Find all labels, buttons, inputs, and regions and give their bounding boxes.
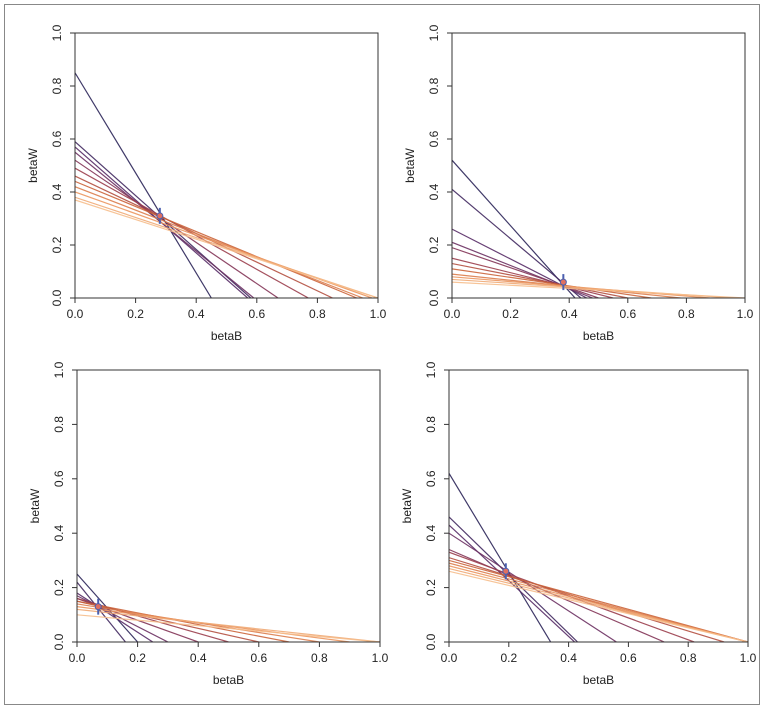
plot-frame <box>74 32 379 299</box>
tomography-lines <box>449 473 748 642</box>
tomography-lines <box>75 72 378 298</box>
tomography-line <box>449 548 665 642</box>
y-tick-label: 0.4 <box>427 183 441 200</box>
x-axis-label: betaB <box>213 673 244 687</box>
x-axis-label: betaB <box>583 329 614 343</box>
y-axis-label: betaW <box>26 147 40 182</box>
y-tick-label: 0.2 <box>50 236 64 253</box>
tomography-line <box>452 241 593 298</box>
intersection-point <box>156 212 164 220</box>
panel-bottom-left: 0.0 0.2 0.4 0.6 0.8 1.0 0.0 0.2 0.4 0.6 0.8 1.0 beta… <box>28 361 389 687</box>
x-tick-label: 0.0 <box>67 307 84 321</box>
x-tick-label: 0.6 <box>248 307 265 321</box>
y-tick-label: 0.8 <box>50 77 64 94</box>
y-axis-label: betaW <box>400 488 414 523</box>
tomography-line <box>452 268 652 298</box>
y-tick-label: 0.6 <box>424 470 438 487</box>
plot-frame <box>451 32 746 299</box>
plot-frame <box>448 369 749 643</box>
tomography-lines <box>77 573 380 642</box>
x-tick-label: 1.0 <box>372 651 389 665</box>
tomography-lines <box>452 159 745 298</box>
x-tick-label: 0.8 <box>680 651 697 665</box>
tomography-line <box>449 570 748 642</box>
x-tick-label: 0.0 <box>69 651 86 665</box>
panel-top-left: 0.0 0.2 0.4 0.6 0.8 1.0 0.0 0.2 0.4 0.6 0.8 1.0 beta… <box>26 24 387 343</box>
y-tick-label: 0.8 <box>424 416 438 433</box>
tomography-line <box>75 72 212 298</box>
y-axis-label: betaW <box>28 488 42 523</box>
x-tick-label: 0.2 <box>127 307 144 321</box>
tomography-line <box>77 608 380 642</box>
y-tick-label: 0.8 <box>427 77 441 94</box>
tomography-line <box>452 188 582 298</box>
y-tick-label: 0.6 <box>50 130 64 147</box>
y-tick-label: 0.4 <box>50 183 64 200</box>
intersection-point <box>94 603 102 611</box>
y-tick-label: 1.0 <box>424 361 438 378</box>
y-tick-label: 0.0 <box>52 633 66 650</box>
x-tick-label: 0.6 <box>250 651 267 665</box>
y-tick-label: 0.2 <box>52 579 66 596</box>
x-tick-label: 1.0 <box>737 307 754 321</box>
tomography-line <box>77 600 259 642</box>
tomography-line <box>75 199 378 298</box>
tomography-line <box>452 262 628 298</box>
x-tick-label: 0.4 <box>561 307 578 321</box>
figure-frame <box>4 4 760 705</box>
x-tick-label: 0.6 <box>620 651 637 665</box>
tomography-line <box>449 516 578 642</box>
tomography-line <box>75 186 364 298</box>
y-axis-label: betaW <box>403 147 417 182</box>
panel-top-right: 0.0 0.2 0.4 0.6 0.8 1.0 0.0 0.2 0.4 0.6 0.8 1.0 beta… <box>403 24 754 343</box>
y-tick-label: 0.2 <box>424 579 438 596</box>
tomography-line <box>452 247 599 298</box>
y-tick-label: 0.0 <box>424 633 438 650</box>
y-tick-label: 0.6 <box>427 130 441 147</box>
x-axis-label: betaB <box>583 673 614 687</box>
tomography-line <box>77 600 290 642</box>
y-tick-label: 1.0 <box>52 361 66 378</box>
x-tick-label: 0.2 <box>502 307 519 321</box>
y-tick-label: 0.8 <box>52 416 66 433</box>
x-tick-label: 0.2 <box>129 651 146 665</box>
plot-frame <box>76 369 381 643</box>
tomography-line <box>452 281 745 298</box>
y-tick-label: 0.2 <box>427 236 441 253</box>
y-tick-label: 0.0 <box>50 289 64 306</box>
y-tick-label: 1.0 <box>50 24 64 41</box>
x-tick-label: 0.8 <box>311 651 328 665</box>
x-tick-label: 0.2 <box>500 651 517 665</box>
tomography-line <box>75 151 255 298</box>
intersection-point <box>502 567 510 575</box>
x-axis-label: betaB <box>211 329 242 343</box>
tomography-line <box>75 180 358 298</box>
x-tick-label: 0.0 <box>444 307 461 321</box>
y-tick-label: 0.0 <box>427 289 441 306</box>
tomography-line <box>452 257 614 298</box>
tomography-line <box>77 614 380 642</box>
x-tick-label: 0.8 <box>678 307 695 321</box>
tomography-line <box>449 473 552 642</box>
y-tick-label: 0.4 <box>424 525 438 542</box>
panel-bottom-right: 0.0 0.2 0.4 0.6 0.8 1.0 0.0 0.2 0.4 0.6 0.8 1.0 beta… <box>400 361 757 687</box>
intersection-point <box>559 278 567 286</box>
tomography-line <box>75 159 279 298</box>
x-tick-label: 0.6 <box>619 307 636 321</box>
x-tick-label: 0.4 <box>190 651 207 665</box>
tomography-line <box>77 592 154 642</box>
y-tick-label: 1.0 <box>427 24 441 41</box>
x-tick-label: 0.4 <box>560 651 577 665</box>
x-tick-label: 0.8 <box>309 307 326 321</box>
x-tick-label: 1.0 <box>370 307 387 321</box>
x-tick-label: 1.0 <box>740 651 757 665</box>
y-tick-label: 0.4 <box>52 525 66 542</box>
x-tick-label: 0.4 <box>188 307 205 321</box>
x-tick-label: 0.0 <box>441 651 458 665</box>
y-tick-label: 0.6 <box>52 470 66 487</box>
